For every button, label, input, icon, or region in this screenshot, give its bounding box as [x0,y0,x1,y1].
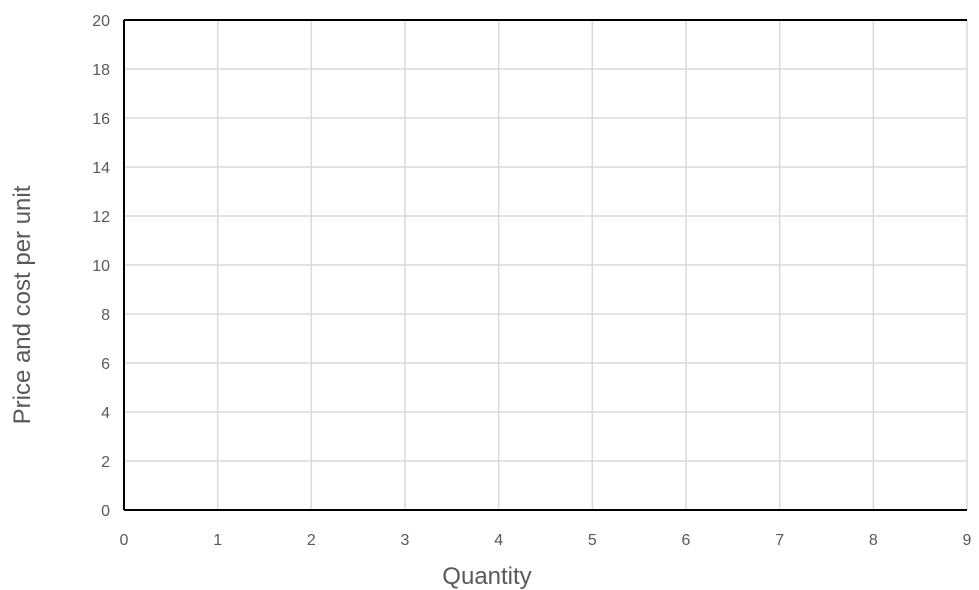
grid [124,19,968,510]
y-tick-label: 0 [101,503,110,520]
x-tick-label: 0 [120,532,129,549]
x-tick-label: 4 [494,532,503,549]
y-axis-title: Price and cost per unit [9,185,36,424]
y-tick-label: 16 [92,111,110,128]
y-tick-label: 10 [92,258,110,275]
y-tick-label: 14 [92,160,110,177]
x-tick-label: 6 [682,532,691,549]
y-tick-label: 12 [92,209,110,226]
x-tick-label: 1 [213,532,222,549]
y-tick-label: 6 [101,356,110,373]
x-tick-label: 5 [588,532,597,549]
x-tick-label: 9 [963,532,972,549]
y-tick-label: 20 [92,13,110,30]
y-tick-label: 4 [101,405,110,422]
y-tick-label: 2 [101,454,110,471]
x-tick-label: 7 [775,532,784,549]
x-axis-title: Quantity [442,563,531,590]
x-tick-label: 8 [869,532,878,549]
x-tick-label: 3 [401,532,410,549]
y-tick-label: 18 [92,62,110,79]
x-tick-label: 2 [307,532,316,549]
axes [123,19,967,511]
y-tick-label: 8 [101,307,110,324]
